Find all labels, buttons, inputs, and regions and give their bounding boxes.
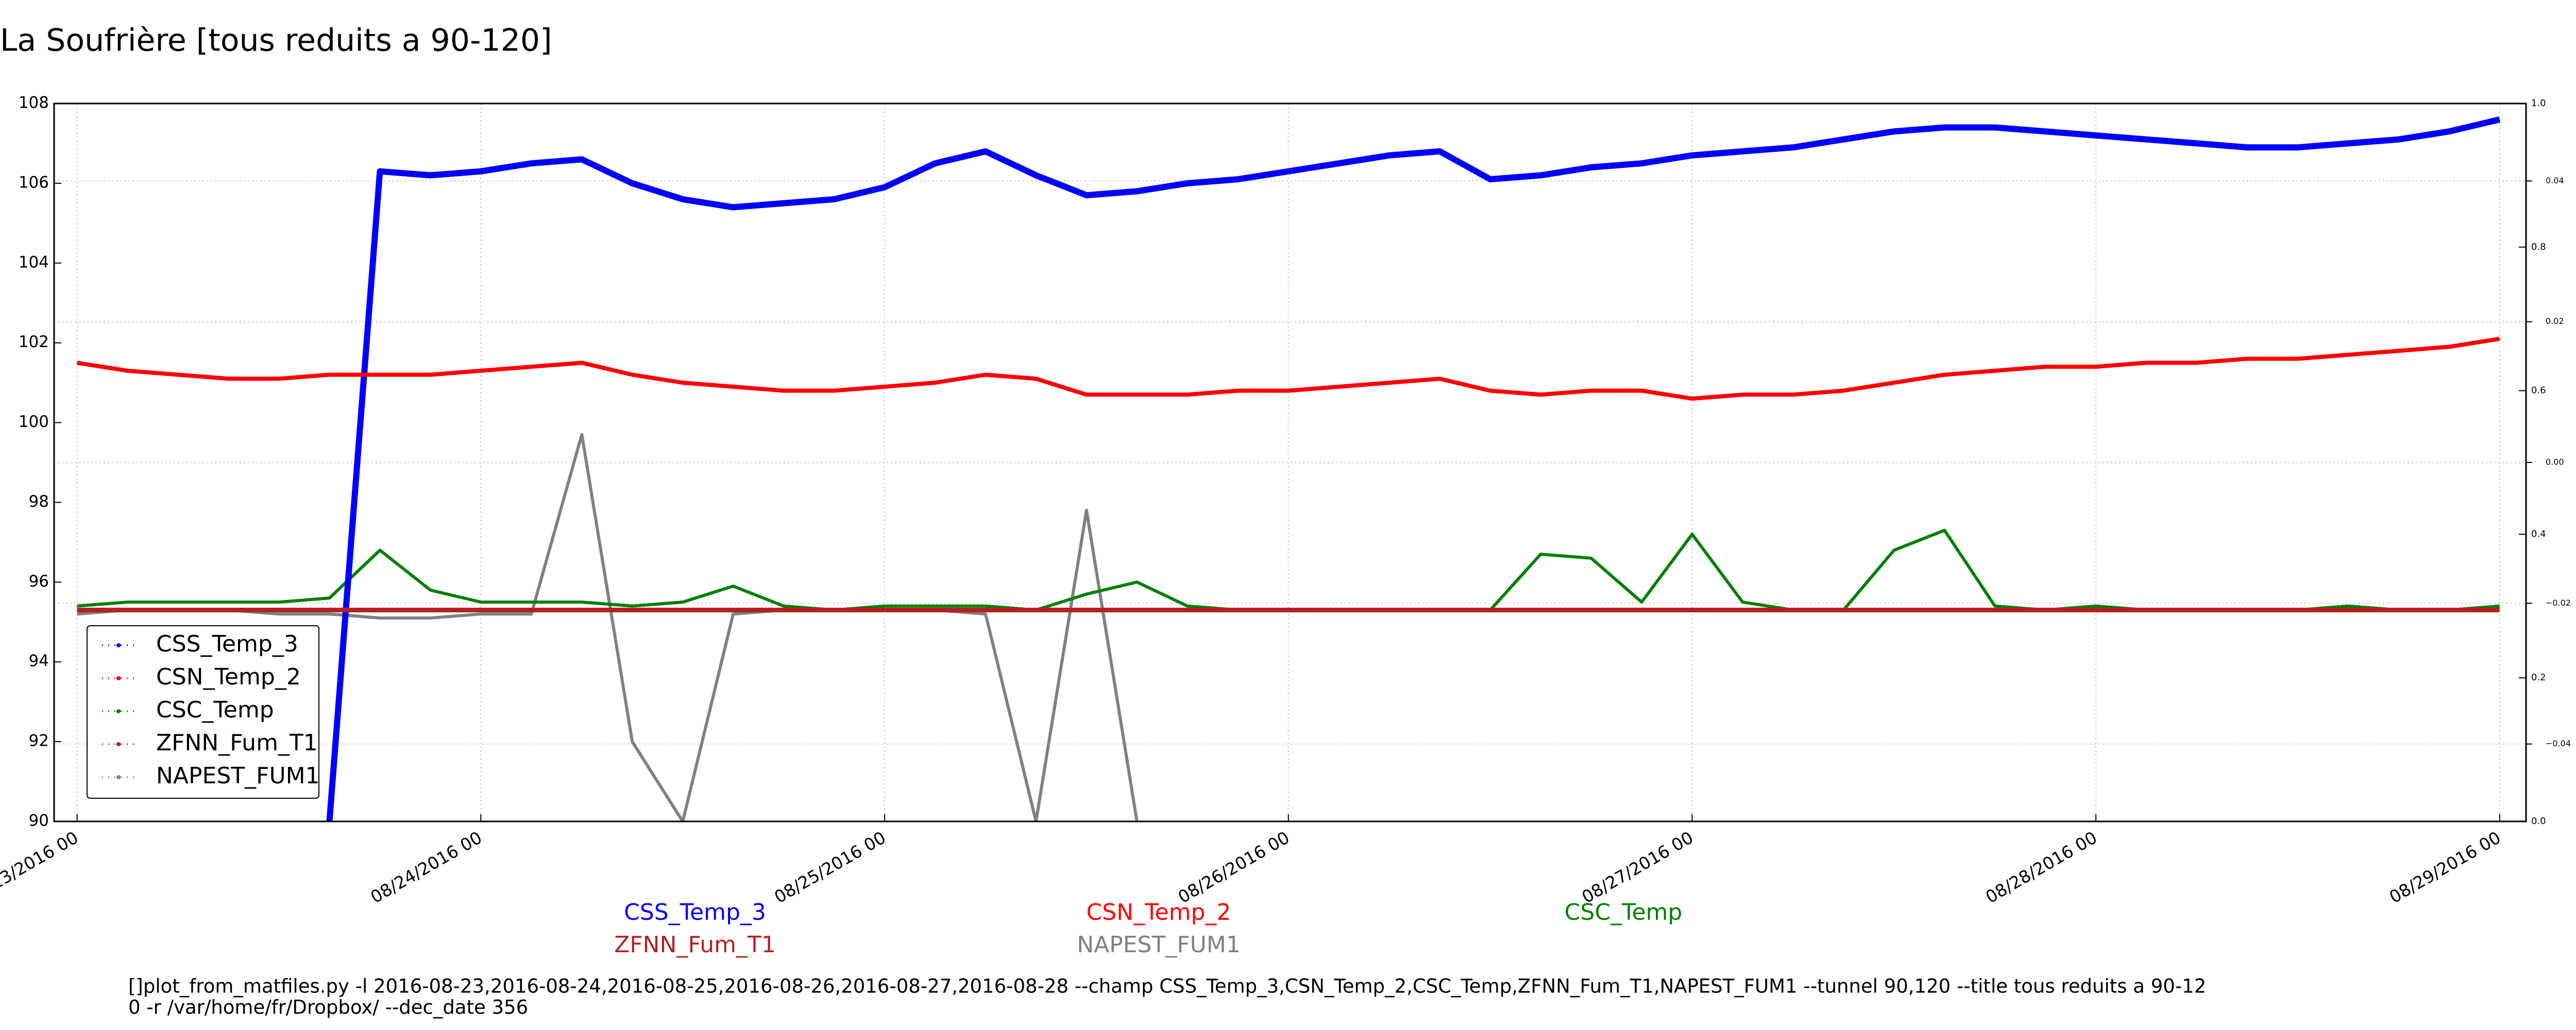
- y2-tick-label: 0.0: [2531, 816, 2546, 827]
- legend-label: NAPEST_FUM1: [156, 763, 320, 789]
- legend-label: CSN_Temp_2: [156, 664, 301, 690]
- y3-tick-label: −0.02: [2546, 598, 2571, 608]
- plot-frame: [53, 102, 2527, 822]
- legend-marker: [116, 709, 121, 713]
- series-line: [326, 116, 2501, 821]
- legend-marker: [116, 742, 121, 746]
- y3-tick-label: 0.02: [2546, 316, 2564, 326]
- y-tick-label: 100: [19, 413, 49, 431]
- legend-box: [87, 625, 319, 799]
- y-tick-label: 108: [19, 94, 49, 112]
- series-caption: CSN_Temp_2: [1087, 899, 1231, 925]
- y-tick-label: 96: [29, 572, 49, 591]
- y3-tick-label: −0.04: [2546, 739, 2571, 748]
- y2-tick-label: 1.0: [2531, 98, 2546, 109]
- legend-label: CSC_Temp: [156, 697, 274, 723]
- y2-tick-label: 0.8: [2531, 242, 2546, 252]
- y3-tick-label: 0.00: [2546, 457, 2564, 467]
- legend-label: ZFNN_Fum_T1: [156, 730, 318, 756]
- y3-tick-label: 0.04: [2546, 176, 2564, 185]
- footnote: []plot_from_matfiles.py -l 2016-08-23,20…: [128, 975, 2206, 998]
- y-tick-label: 102: [19, 333, 49, 351]
- y2-tick-label: 0.6: [2531, 385, 2546, 396]
- legend-marker: [116, 643, 121, 647]
- y-tick-label: 98: [29, 492, 49, 511]
- y-tick-label: 104: [19, 253, 49, 271]
- y-tick-label: 92: [29, 732, 49, 750]
- series-caption: CSC_Temp: [1565, 899, 1683, 925]
- chart-title: La Soufrière [tous reduits a 90-120]: [0, 23, 552, 59]
- y2-tick-label: 0.2: [2531, 672, 2546, 683]
- series-caption: CSS_Temp_3: [624, 899, 766, 925]
- series-caption: ZFNN_Fum_T1: [614, 932, 776, 958]
- footnote: 0 -r /var/home/fr/Dropbox/ --dec_date 35…: [128, 997, 528, 1019]
- legend-label: CSS_Temp_3: [156, 631, 298, 657]
- legend-marker: [116, 676, 121, 680]
- series-line: [76, 336, 2500, 401]
- y-tick-label: 94: [29, 652, 49, 671]
- series-caption: NAPEST_FUM1: [1077, 932, 1241, 958]
- legend-marker: [116, 775, 121, 779]
- y2-tick-label: 0.4: [2531, 528, 2546, 539]
- y-tick-label: 90: [29, 812, 49, 830]
- y-tick-label: 106: [19, 173, 49, 192]
